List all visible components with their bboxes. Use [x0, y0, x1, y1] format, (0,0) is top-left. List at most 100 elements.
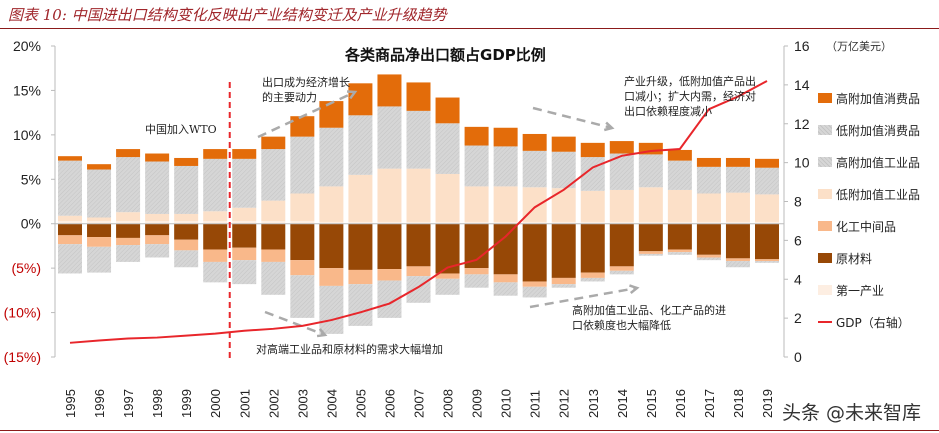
bar-segment: [580, 223, 605, 273]
bar-segment: [377, 221, 402, 224]
bar-segment: [755, 167, 779, 195]
legend-label: 高附加值工业品: [836, 155, 921, 170]
x-axis-tick-label: 2010: [499, 389, 514, 418]
bar-segment: [261, 200, 286, 222]
bar-segment: [522, 223, 547, 282]
bar-segment: [522, 221, 547, 224]
x-axis-tick-label: 1999: [179, 389, 194, 418]
bar-segment: [580, 190, 605, 222]
left-axis-tick-label: 20%: [13, 38, 41, 54]
right-axis-tick-label: 10: [794, 155, 810, 171]
bar-segment: [145, 153, 170, 162]
bar-segment: [145, 213, 170, 222]
bar-segment: [755, 221, 779, 224]
bar-segment: [232, 260, 257, 285]
bar-segment: [609, 270, 634, 275]
legend-item: 原材料: [818, 242, 920, 274]
bar-segment: [203, 211, 228, 222]
legend-item: 高附加值工业品: [818, 146, 920, 178]
bar-segment: [638, 251, 663, 254]
legend-label: 原材料: [836, 251, 873, 266]
left-axis-tick-label: (15%): [4, 349, 41, 365]
bar-segment: [232, 158, 257, 208]
right-axis-tick-label: 4: [794, 271, 802, 287]
bar-segment: [203, 223, 228, 250]
bar-segment: [87, 221, 112, 224]
bar-segment: [116, 245, 141, 262]
legend-label: GDP（右轴）: [836, 315, 910, 330]
bar-segment: [551, 221, 576, 224]
bar-segment: [609, 189, 634, 222]
right-axis-tick-label: 8: [794, 194, 802, 210]
bar-segment: [261, 261, 286, 295]
bar-segment: [174, 250, 199, 268]
x-axis-tick-label: 2007: [412, 389, 427, 418]
x-axis-tick-label: 2008: [441, 389, 456, 418]
bar-segment: [232, 221, 257, 224]
legend-swatch: [818, 93, 832, 103]
bar-segment: [406, 266, 431, 277]
x-axis-tick-label: 1998: [150, 389, 165, 418]
legend-item: GDP（右轴）: [818, 306, 920, 338]
bar-segment: [348, 284, 373, 326]
bar-segment: [116, 223, 141, 238]
legend-swatch: [818, 125, 832, 135]
x-axis-tick-label: 2016: [673, 389, 688, 418]
x-axis-tick-label: 2000: [208, 389, 223, 418]
bar-segment: [667, 221, 692, 224]
bar-segment: [609, 221, 634, 224]
bar-segment: [551, 151, 576, 189]
bar-segment: [145, 221, 170, 224]
left-axis-tick-label: 10%: [13, 127, 41, 143]
bar-segment: [290, 136, 315, 194]
bar-segment: [667, 223, 692, 250]
bar-segment: [290, 260, 315, 276]
bar-segment: [348, 221, 373, 224]
legend-item: 化工中间品: [818, 210, 920, 242]
dashed-arrow: [264, 310, 326, 337]
legend-label: 高附加值消费品: [836, 91, 921, 106]
annotation-line: 产业升级，低附加值产品出: [624, 75, 756, 88]
bar-segment: [638, 221, 663, 224]
bar-segment: [261, 149, 286, 201]
dashed-arrow: [532, 106, 613, 130]
annotation-demand: 对高端工业品和原材料的需求大幅增加: [256, 343, 443, 356]
legend-label: 低附加值工业品: [836, 187, 921, 202]
annotation-line: 口依赖度也大幅降低: [572, 319, 671, 332]
bar-segment: [58, 221, 82, 224]
bar-segment: [406, 110, 431, 169]
bar-segment: [232, 207, 257, 222]
right-axis-tick-label: 14: [794, 77, 810, 93]
bar-segment: [203, 221, 228, 224]
bar-segment: [551, 277, 576, 285]
left-axis-tick-label: (5%): [11, 260, 41, 276]
bar-segment: [377, 106, 402, 169]
bar-segment: [261, 249, 286, 262]
x-axis-tick-label: 1996: [92, 389, 107, 418]
bar-segment: [493, 146, 518, 187]
bar-segment: [87, 237, 112, 247]
bar-segment: [290, 223, 315, 261]
bar-segment: [435, 273, 460, 279]
bar-segment: [667, 252, 692, 255]
legend-swatch: [818, 253, 832, 263]
x-axis-tick-label: 2002: [266, 389, 281, 418]
bar-segment: [87, 223, 112, 238]
right-axis-tick-label: 0: [794, 349, 802, 365]
bar-segment: [638, 223, 663, 252]
legend-swatch: [818, 157, 832, 167]
bar-segment: [725, 258, 750, 262]
bar-segment: [755, 194, 779, 222]
bar-segment: [580, 221, 605, 224]
bar-segment: [319, 285, 344, 334]
bar-segment: [464, 268, 489, 275]
bar-segment: [667, 160, 692, 190]
bar-segment: [261, 221, 286, 224]
bar-segment: [493, 282, 518, 296]
bar-segment: [377, 168, 402, 222]
bar-segment: [290, 275, 315, 318]
bar-segment: [116, 221, 141, 224]
bar-segment: [696, 157, 721, 167]
bar-segment: [725, 157, 750, 167]
right-axis-tick-label: 16: [794, 38, 810, 54]
